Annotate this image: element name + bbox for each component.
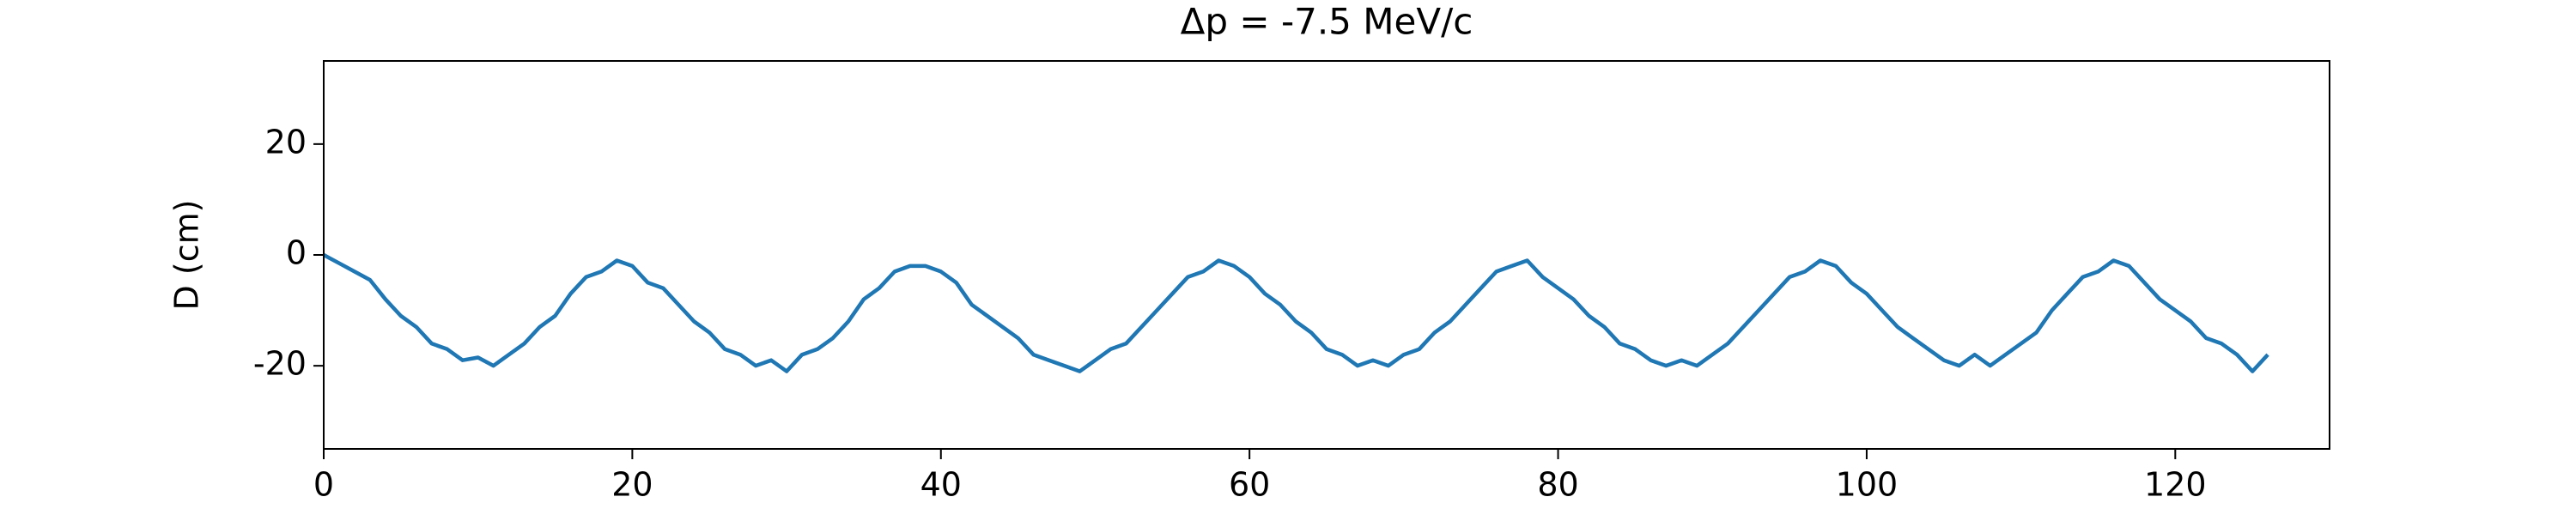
y-tick-label: 0 — [286, 234, 307, 272]
x-tick-label: 80 — [1537, 466, 1578, 504]
x-tick-label: 0 — [313, 466, 334, 504]
x-tick-label: 60 — [1229, 466, 1270, 504]
x-tick-label: 120 — [2144, 466, 2207, 504]
x-tick-label: 100 — [1836, 466, 1899, 504]
y-tick-label: -20 — [253, 345, 307, 383]
x-tick-label: 20 — [611, 466, 653, 504]
chart-title: Δp = -7.5 MeV/c — [1181, 1, 1473, 43]
plot-frame — [323, 60, 2330, 450]
y-tick-label: 20 — [265, 123, 307, 161]
x-tick-label: 40 — [920, 466, 962, 504]
data-line — [322, 253, 2269, 373]
y-axis-label: D (cm) — [168, 200, 206, 311]
